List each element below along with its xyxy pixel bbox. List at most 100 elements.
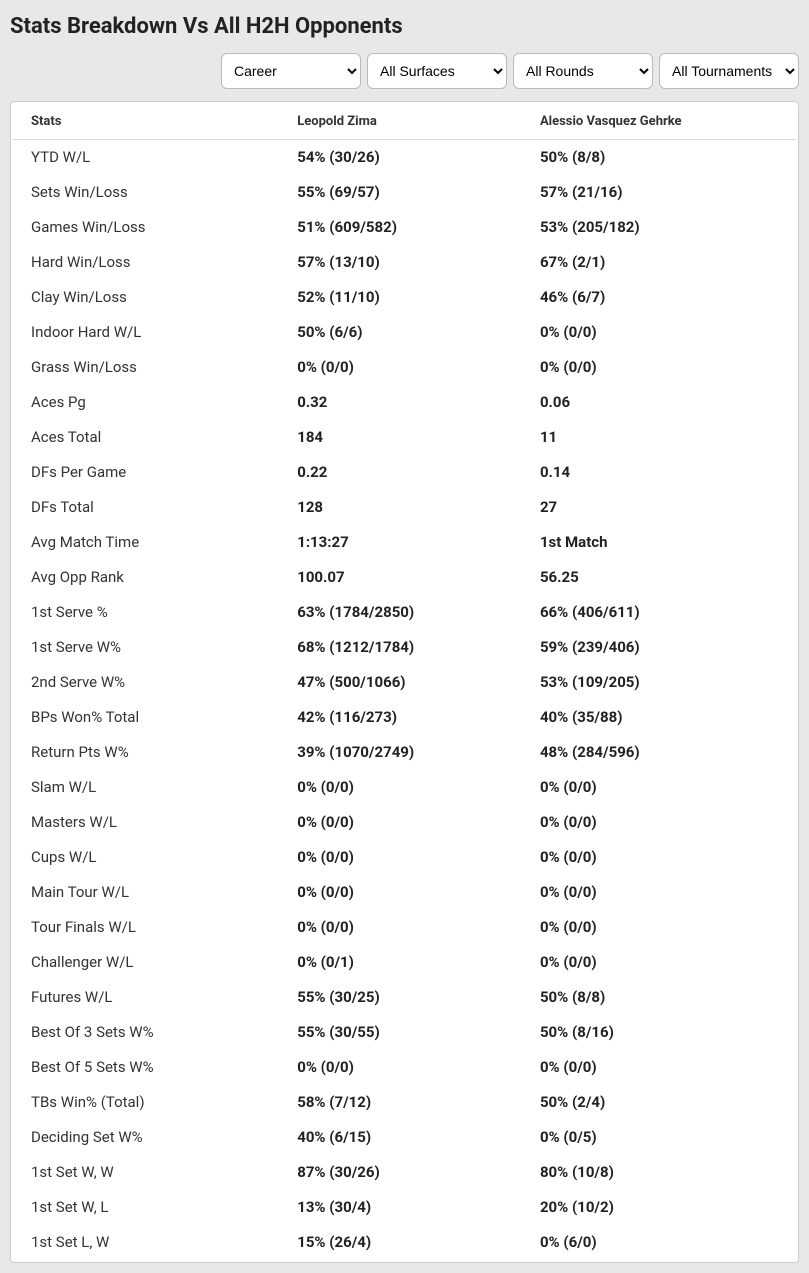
stat-p2: 46% (6/7) [522,280,796,315]
stat-label: Aces Total [13,420,279,455]
stat-p1: 52% (11/10) [279,280,522,315]
header-stats: Stats [13,104,279,140]
stat-label: 1st Serve W% [13,630,279,665]
stat-p1: 0% (0/0) [279,875,522,910]
stat-p1: 1:13:27 [279,525,522,560]
stat-p2: 20% (10/2) [522,1190,796,1225]
stat-p1: 54% (30/26) [279,140,522,175]
stat-p2: 53% (205/182) [522,210,796,245]
table-row: Aces Pg0.320.06 [13,385,796,420]
stat-p1: 42% (116/273) [279,700,522,735]
stat-p1: 15% (26/4) [279,1225,522,1260]
table-row: 1st Set W, W87% (30/26)80% (10/8) [13,1155,796,1190]
stat-p2: 0% (0/0) [522,315,796,350]
table-row: Aces Total18411 [13,420,796,455]
stat-label: Avg Opp Rank [13,560,279,595]
stat-p2: 80% (10/8) [522,1155,796,1190]
stat-p1: 0% (0/0) [279,770,522,805]
stat-p2: 0% (0/0) [522,910,796,945]
table-row: Tour Finals W/L0% (0/0)0% (0/0) [13,910,796,945]
stat-p1: 47% (500/1066) [279,665,522,700]
stat-label: Best Of 5 Sets W% [13,1050,279,1085]
stat-p2: 0.14 [522,455,796,490]
stat-p1: 58% (7/12) [279,1085,522,1120]
table-row: Avg Match Time1:13:271st Match [13,525,796,560]
table-row: TBs Win% (Total)58% (7/12)50% (2/4) [13,1085,796,1120]
stat-label: Hard Win/Loss [13,245,279,280]
stat-p1: 184 [279,420,522,455]
stat-label: 2nd Serve W% [13,665,279,700]
stat-label: 1st Set L, W [13,1225,279,1260]
stat-p1: 13% (30/4) [279,1190,522,1225]
table-row: Futures W/L55% (30/25)50% (8/8) [13,980,796,1015]
stat-p1: 57% (13/10) [279,245,522,280]
stat-label: 1st Set W, W [13,1155,279,1190]
stat-p1: 0% (0/0) [279,840,522,875]
stat-label: Futures W/L [13,980,279,1015]
table-row: Grass Win/Loss0% (0/0)0% (0/0) [13,350,796,385]
stat-label: Aces Pg [13,385,279,420]
stat-p1: 55% (30/25) [279,980,522,1015]
stats-table-wrap: Stats Leopold Zima Alessio Vasquez Gehrk… [10,101,799,1263]
stat-p2: 0.06 [522,385,796,420]
stat-label: YTD W/L [13,140,279,175]
table-row: Games Win/Loss51% (609/582)53% (205/182) [13,210,796,245]
stat-p2: 11 [522,420,796,455]
stat-p2: 50% (8/8) [522,980,796,1015]
stat-label: Tour Finals W/L [13,910,279,945]
stat-p1: 40% (6/15) [279,1120,522,1155]
stat-p1: 100.07 [279,560,522,595]
stat-p1: 0% (0/1) [279,945,522,980]
stat-p2: 50% (8/8) [522,140,796,175]
stat-p1: 68% (1212/1784) [279,630,522,665]
stat-p1: 55% (30/55) [279,1015,522,1050]
stat-label: Indoor Hard W/L [13,315,279,350]
stat-label: Sets Win/Loss [13,175,279,210]
stat-label: TBs Win% (Total) [13,1085,279,1120]
stat-p2: 0% (0/0) [522,945,796,980]
stat-label: Best Of 3 Sets W% [13,1015,279,1050]
round-select[interactable]: All Rounds [513,53,653,89]
stat-label: DFs Per Game [13,455,279,490]
stat-label: Clay Win/Loss [13,280,279,315]
filter-bar: Career All Surfaces All Rounds All Tourn… [10,53,799,89]
stat-p2: 50% (8/16) [522,1015,796,1050]
table-row: Indoor Hard W/L50% (6/6)0% (0/0) [13,315,796,350]
stat-p2: 0% (6/0) [522,1225,796,1260]
header-player2: Alessio Vasquez Gehrke [522,104,796,140]
tournament-select[interactable]: All Tournaments [659,53,799,89]
surface-select[interactable]: All Surfaces [367,53,507,89]
stat-p2: 56.25 [522,560,796,595]
table-row: Slam W/L0% (0/0)0% (0/0) [13,770,796,805]
stat-label: 1st Set W, L [13,1190,279,1225]
stat-p2: 53% (109/205) [522,665,796,700]
table-row: Cups W/L0% (0/0)0% (0/0) [13,840,796,875]
stat-p2: 27 [522,490,796,525]
stat-p1: 0% (0/0) [279,805,522,840]
stat-p2: 40% (35/88) [522,700,796,735]
table-row: YTD W/L54% (30/26)50% (8/8) [13,140,796,175]
stat-label: BPs Won% Total [13,700,279,735]
stat-label: Main Tour W/L [13,875,279,910]
table-row: 2nd Serve W%47% (500/1066)53% (109/205) [13,665,796,700]
stat-p2: 67% (2/1) [522,245,796,280]
stat-p1: 39% (1070/2749) [279,735,522,770]
stat-p2: 1st Match [522,525,796,560]
stat-p2: 0% (0/0) [522,805,796,840]
stat-p2: 0% (0/0) [522,770,796,805]
table-row: 1st Serve W%68% (1212/1784)59% (239/406) [13,630,796,665]
stat-label: Masters W/L [13,805,279,840]
table-row: Clay Win/Loss52% (11/10)46% (6/7) [13,280,796,315]
stat-p2: 0% (0/0) [522,875,796,910]
stat-label: Return Pts W% [13,735,279,770]
stat-p2: 50% (2/4) [522,1085,796,1120]
stat-p1: 0.32 [279,385,522,420]
table-row: BPs Won% Total42% (116/273)40% (35/88) [13,700,796,735]
table-row: Sets Win/Loss55% (69/57)57% (21/16) [13,175,796,210]
stat-p1: 0% (0/0) [279,1050,522,1085]
period-select[interactable]: Career [221,53,361,89]
table-row: DFs Per Game0.220.14 [13,455,796,490]
stat-p1: 55% (69/57) [279,175,522,210]
stat-p1: 0% (0/0) [279,350,522,385]
stat-label: Slam W/L [13,770,279,805]
